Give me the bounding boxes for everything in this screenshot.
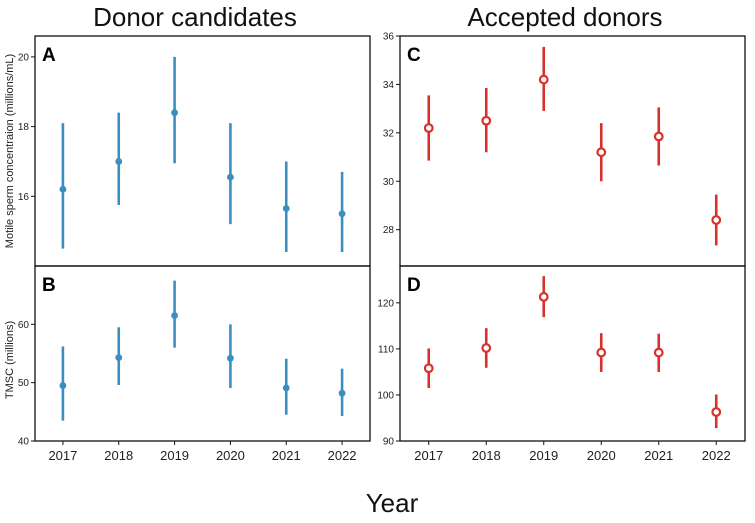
panel-frame [34,35,371,267]
data-point [282,205,290,212]
data-point [282,384,290,392]
panel-c: C 28 30 32 34 36 [383,32,746,267]
data-point [596,347,607,358]
y-tick-label: 32 [383,128,395,139]
left-column-title: Donor candidates [93,2,297,32]
y-axis-label-top: Motile sperm concentraion (millions/mL) [4,54,16,248]
data-point [227,354,234,362]
right-column-title: Accepted donors [467,2,662,32]
x-tick-label: 2022 [328,448,357,463]
y-tick-label: 30 [383,177,395,188]
data-point [171,109,178,117]
y-tick-label: 20 [18,52,30,63]
x-tick-label: 2022 [702,448,731,463]
y-axis-label-bottom: TMSC (millions) [4,321,16,399]
x-tick-label: 2021 [272,448,301,463]
data-point [653,347,664,358]
data-point [423,123,434,133]
data-point [227,173,234,181]
x-tick-label: 2017 [414,448,443,463]
data-point [711,215,722,225]
data-point [423,363,434,374]
panel-letter: B [42,275,56,296]
panel-frame [399,35,746,267]
y-tick-label: 110 [378,344,394,355]
x-tick-label: 2018 [472,448,501,463]
panel-frame [34,265,371,442]
data-point [711,407,722,417]
y-tick-label: 18 [18,122,30,133]
panel-d: D 90 100 110 120 2017 2018 2019 2020 2021 2022 [377,265,746,463]
data-point [171,312,178,319]
y-tick-label: 28 [383,225,395,236]
x-axis-label: Year [366,488,419,518]
panel-letter: C [407,45,421,66]
x-tick-label: 2019 [160,448,189,463]
x-tick-label: 2019 [529,448,558,463]
x-tick-label: 2017 [48,448,77,463]
y-tick-label: 120 [377,298,394,309]
panel-b: B 40 50 60 2017 2018 2019 2020 2021 2022 [18,265,371,463]
data-point [538,291,549,302]
panel-frame [399,265,746,442]
panel-letter: D [407,275,421,296]
data-point [481,343,492,353]
panel-letter: A [42,45,56,66]
y-tick-label: 40 [18,437,30,448]
y-tick-label: 60 [18,320,30,331]
data-point [481,115,492,126]
x-tick-label: 2021 [644,448,673,463]
data-point [538,74,549,85]
data-point [115,354,123,361]
x-tick-label: 2018 [104,448,133,463]
data-point [653,131,664,142]
data-point [596,147,607,158]
x-tick-label: 2020 [587,448,616,463]
y-tick-label: 50 [18,378,30,389]
panels: A 16 18 20 B 40 50 60 2017 2018 2019 2020 2021 2022 C 2… [18,32,746,463]
y-tick-label: 90 [383,437,395,448]
data-point [59,185,67,193]
y-tick-label: 100 [377,390,394,401]
data-point [338,210,346,218]
data-point [115,158,123,165]
x-tick-label: 2020 [216,448,245,463]
y-tick-label: 16 [18,192,30,203]
data-point [59,382,67,389]
y-tick-label: 36 [383,32,395,43]
data-point [338,389,346,397]
panel-a: A 16 18 20 [18,35,371,267]
y-tick-label: 34 [383,80,395,91]
